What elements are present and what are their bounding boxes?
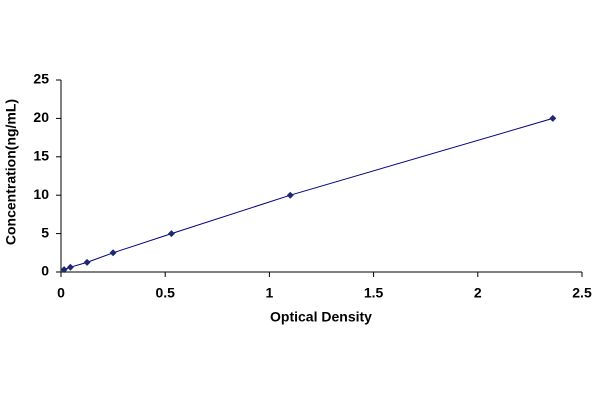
marker bbox=[66, 263, 74, 271]
x-tick-label: 2 bbox=[474, 285, 482, 301]
y-axis-label: Concentration(ng/mL) bbox=[3, 99, 19, 245]
marker bbox=[109, 249, 117, 257]
x-tick-label: 1.5 bbox=[364, 285, 384, 301]
y-tick-label: 20 bbox=[33, 109, 49, 125]
marker bbox=[167, 230, 175, 238]
y-tick-label: 15 bbox=[33, 148, 49, 164]
y-tick-label: 25 bbox=[33, 71, 49, 87]
marker bbox=[286, 191, 294, 199]
line bbox=[63, 117, 553, 271]
y-tick-label: 5 bbox=[41, 224, 49, 240]
marker bbox=[60, 266, 68, 274]
y-tick-label: 10 bbox=[33, 186, 49, 202]
y-tick-label: 0 bbox=[41, 263, 49, 279]
x-tick-label: 2.5 bbox=[572, 285, 592, 301]
x-axis-label: Optical Density bbox=[270, 309, 372, 325]
x-tick-label: 1 bbox=[266, 285, 274, 301]
marker bbox=[83, 258, 91, 266]
x-tick-label: 0.5 bbox=[155, 285, 175, 301]
marker bbox=[549, 114, 557, 122]
x-tick-label: 0 bbox=[57, 285, 65, 301]
